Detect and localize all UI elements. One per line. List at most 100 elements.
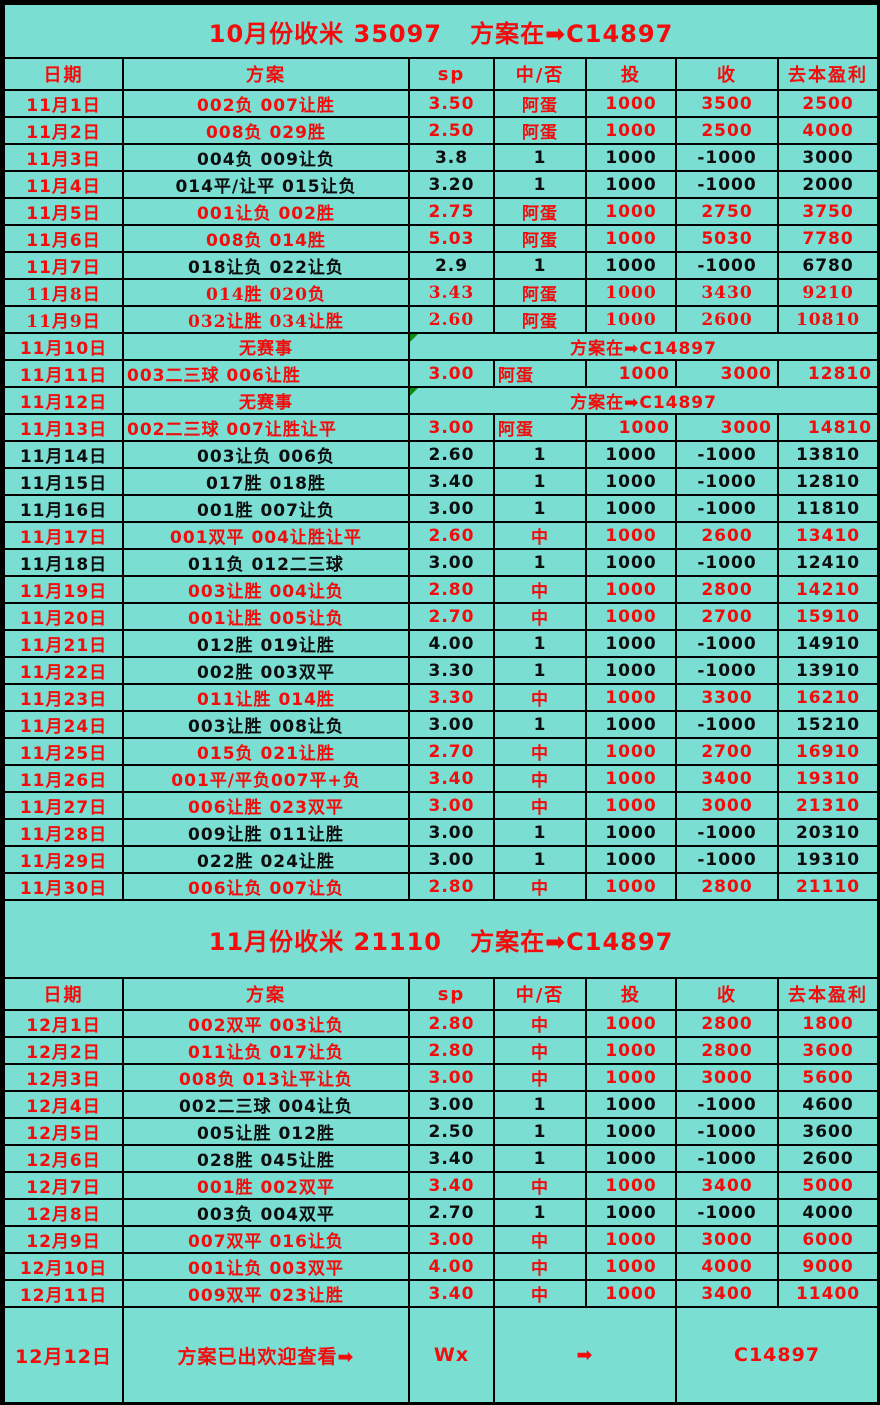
sp-cell: 3.00 [408, 845, 495, 874]
plan-cell: 008负 014胜 [122, 224, 410, 253]
date-cell: 12月7日 [3, 1171, 124, 1200]
take-cell: 3000 [675, 791, 779, 820]
plan-cell: 003让胜 008让负 [122, 710, 410, 739]
merged-info-cell: 方案在➡C14897 [407, 386, 877, 415]
date-cell: 11月13日 [3, 413, 124, 442]
date-cell: 11月6日 [3, 224, 124, 253]
plan-cell: 003让负 006负 [122, 440, 410, 469]
date-cell: 11月1日 [3, 89, 124, 118]
result-cell: 中 [493, 683, 587, 712]
take-cell: 3400 [675, 1171, 779, 1200]
result-cell: 1 [493, 170, 587, 199]
result-cell: 阿蛋 [493, 89, 587, 118]
result-cell: 阿蛋 [493, 305, 587, 334]
stake-cell: 1000 [585, 521, 677, 550]
date-cell: 11月26日 [3, 764, 124, 793]
plan-cell: 008负 029胜 [122, 116, 410, 145]
stake-cell: 1000 [585, 1036, 677, 1065]
profit-cell: 14910 [776, 629, 877, 658]
stake-cell: 1000 [585, 1144, 677, 1173]
profit-cell: 2500 [776, 89, 877, 118]
merged-info-text: 方案在➡C14897 [570, 393, 717, 413]
sp-cell: 3.00 [408, 1063, 495, 1092]
take-cell: 3430 [675, 278, 779, 307]
stake-cell: 1000 [585, 872, 677, 901]
stake-cell: 1000 [585, 764, 677, 793]
date-cell: 12月11日 [3, 1279, 124, 1308]
profit-cell: 13410 [776, 521, 877, 550]
sp-cell: 2.60 [408, 521, 495, 550]
date-cell: 11月25日 [3, 737, 124, 766]
profit-cell: 3000 [776, 143, 877, 172]
plan-cell: 006让胜 023双平 [122, 791, 410, 820]
take-cell: 2800 [675, 1009, 779, 1038]
take-cell: -1000 [675, 818, 779, 847]
profit-cell: 4600 [776, 1090, 877, 1119]
sp-cell: 4.00 [408, 629, 495, 658]
plan-cell: 006让负 007让负 [122, 872, 410, 901]
date-cell: 11月15日 [3, 467, 124, 496]
profit-cell: 20310 [776, 818, 877, 847]
result-cell: 1 [493, 629, 587, 658]
sp-cell: 2.80 [408, 1009, 495, 1038]
take-cell: 2600 [675, 305, 779, 334]
column-header-result: 中/否 [493, 57, 587, 91]
date-cell: 11月30日 [3, 872, 124, 901]
profit-cell: 11810 [776, 494, 877, 523]
date-cell: 12月4日 [3, 1090, 124, 1119]
stake-cell: 1000 [585, 1279, 677, 1308]
plan-cell: 017胜 018胜 [122, 467, 410, 496]
take-cell: -1000 [675, 845, 779, 874]
date-cell: 11月10日 [3, 332, 124, 361]
date-cell: 12月10日 [3, 1252, 124, 1281]
date-cell: 12月2日 [3, 1036, 124, 1065]
take-cell: 2800 [675, 872, 779, 901]
take-cell: -1000 [675, 548, 779, 577]
result-cell: 1 [493, 251, 587, 280]
profit-cell: 3600 [776, 1117, 877, 1146]
take-cell: 2700 [675, 602, 779, 631]
stake-cell: 1000 [585, 1117, 677, 1146]
take-cell: 2600 [675, 521, 779, 550]
take-cell: 3400 [675, 764, 779, 793]
take-cell: -1000 [675, 467, 779, 496]
month-banner: 11月份收米 21110 方案在➡C14897 [3, 899, 877, 979]
profit-cell: 16210 [776, 683, 877, 712]
date-cell: 11月2日 [3, 116, 124, 145]
code-cell: C14897 [674, 1306, 877, 1402]
plan-cell: 018让负 022让负 [122, 251, 410, 280]
take-cell: -1000 [675, 1198, 779, 1227]
profit-cell: 4000 [776, 1198, 877, 1227]
profit-cell: 21110 [776, 872, 877, 901]
profit-cell: 4000 [776, 116, 877, 145]
table-body: 10月份收米 35097 方案在➡C14897 日期 方案 sp 中/否投收去本盈利 11… [3, 3, 877, 1402]
column-header-profit: 去本盈利 [776, 977, 877, 1011]
take-cell: -1000 [675, 1117, 779, 1146]
sp-cell: 2.60 [408, 440, 495, 469]
result-cell: 中 [493, 521, 587, 550]
sp-cell: 3.00 [408, 710, 495, 739]
take-cell: 2750 [675, 197, 779, 226]
result-cell: 阿蛋 [493, 197, 587, 226]
plan-cell: 无赛事 [122, 332, 410, 361]
profit-cell: 13910 [776, 656, 877, 685]
plan-cell: 002胜 003双平 [122, 656, 410, 685]
take-cell: 3300 [675, 683, 779, 712]
sp-cell: 3.00 [408, 413, 495, 442]
stake-cell: 1000 [585, 818, 677, 847]
result-cell: 阿蛋 [493, 359, 587, 388]
date-cell: 12月6日 [3, 1144, 124, 1173]
take-cell: -1000 [675, 1090, 779, 1119]
result-cell: 中 [493, 872, 587, 901]
profit-cell: 14810 [776, 413, 877, 442]
cell-corner-marker-icon [411, 335, 418, 342]
stake-cell: 1000 [585, 251, 677, 280]
result-cell: 中 [493, 1171, 587, 1200]
profit-cell: 14210 [776, 575, 877, 604]
sp-cell: 3.30 [408, 683, 495, 712]
plan-cell: 032让胜 034让胜 [122, 305, 410, 334]
sp-cell: 2.70 [408, 1198, 495, 1227]
date-cell: 11月22日 [3, 656, 124, 685]
plan-cell: 003让胜 004让负 [122, 575, 410, 604]
take-cell: 5030 [675, 224, 779, 253]
